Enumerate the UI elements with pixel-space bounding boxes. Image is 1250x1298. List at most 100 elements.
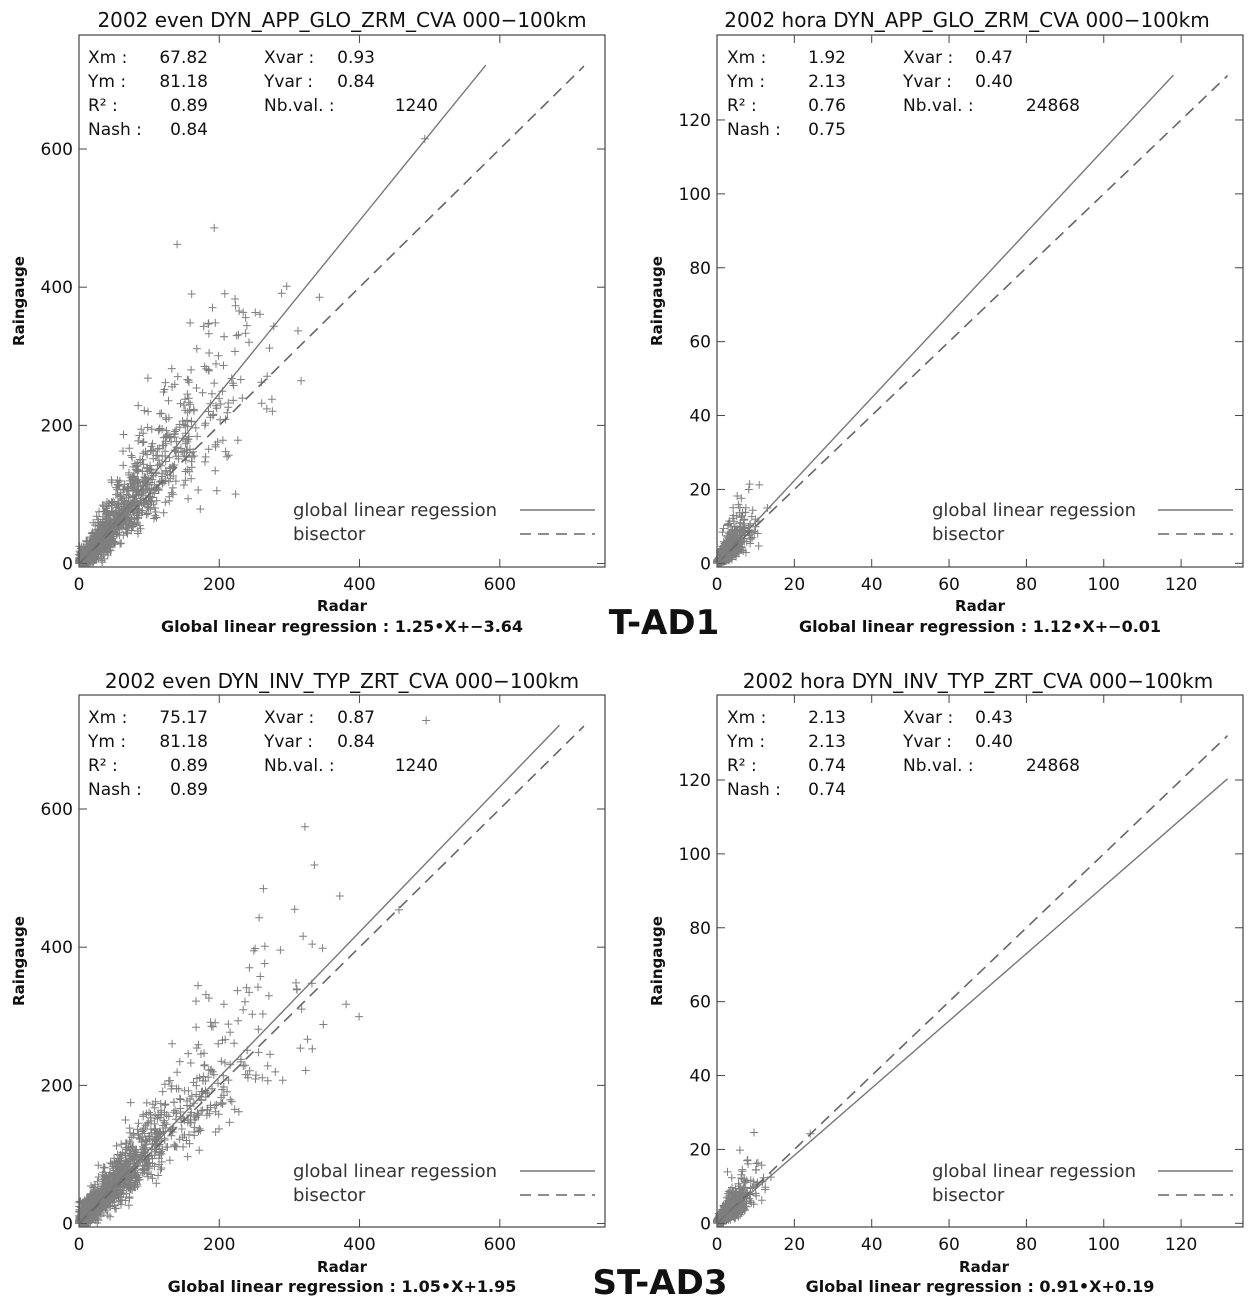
stat-xvar-value: 0.47 (975, 48, 1013, 68)
chart-title: 2002 hora DYN_INV_TYP_ZRT_CVA 000−100km (743, 669, 1213, 693)
x-tick-label: 120 (1165, 1235, 1197, 1255)
y-axis-label: Raingauge (10, 256, 28, 346)
axis-ticks: 0 20 40 60 80 100 120 0 20 40 60 80 100 120 (679, 695, 1243, 1255)
y-tick-label: 40 (689, 1067, 711, 1087)
panel-bottom-right: 2002 hora DYN_INV_TYP_ZRT_CVA 000−100km … (648, 669, 1244, 1296)
y-tick-label: 200 (41, 416, 73, 436)
bisector-line (78, 725, 585, 1225)
stat-yvar-value: 0.40 (975, 72, 1013, 92)
stat-r2-label: R² : (727, 96, 757, 116)
y-tick-label: 0 (62, 1215, 73, 1235)
legend-regression-label: global linear regession (932, 500, 1136, 521)
regression-line (78, 724, 560, 1223)
stat-ym-label: Ym : (726, 72, 765, 92)
stats-box: Xm : 1.92 Ym : 2.13 R² : 0.76 Nash : 0.7… (726, 48, 1080, 140)
x-tick-label: 60 (938, 1235, 960, 1255)
x-tick-label: 80 (1016, 575, 1038, 595)
y-tick-label: 200 (41, 1076, 73, 1096)
scatter-points (713, 480, 772, 568)
stat-nbval-label: Nb.val. : (264, 756, 335, 776)
axis-ticks: 0 20 40 60 80 100 120 0 20 40 60 80 100 120 (679, 35, 1243, 595)
y-axis-label: Raingauge (10, 916, 28, 1006)
regression-line (716, 778, 1228, 1224)
stat-nbval-value: 24868 (1026, 96, 1080, 116)
y-tick-label: 600 (41, 140, 73, 160)
stat-yvar-label: Yvar : (902, 732, 952, 752)
y-tick-label: 60 (689, 993, 711, 1013)
stat-xm-label: Xm : (727, 708, 766, 728)
plot-frame (78, 694, 606, 1228)
x-tick-label: 40 (861, 1235, 883, 1255)
stat-ym-label: Ym : (87, 72, 126, 92)
chart-title: 2002 hora DYN_APP_GLO_ZRM_CVA 000−100km (724, 8, 1209, 32)
stat-nash-value: 0.74 (808, 780, 846, 800)
y-tick-label: 0 (700, 1214, 711, 1234)
y-tick-label: 400 (41, 938, 73, 958)
axis-ticks: 0 200 400 600 0 200 400 600 (41, 695, 605, 1255)
y-tick-label: 60 (689, 333, 711, 353)
method-label-top: T-AD1 (609, 603, 720, 643)
stat-nash-value: 0.84 (170, 120, 208, 140)
legend: global linear regession bisector (932, 1161, 1233, 1206)
bisector-line (716, 75, 1229, 564)
legend: global linear regession bisector (932, 500, 1233, 545)
stat-nash-value: 0.89 (170, 780, 208, 800)
stat-yvar-label: Yvar : (902, 72, 952, 92)
plot-frame (716, 34, 1244, 568)
stat-xvar-value: 0.43 (975, 708, 1013, 728)
y-tick-label: 600 (41, 800, 73, 820)
stat-nbval-value: 1240 (395, 96, 438, 116)
x-tick-label: 400 (343, 575, 375, 595)
legend-bisector-label: bisector (932, 1185, 1005, 1206)
stat-nbval-label: Nb.val. : (903, 96, 974, 116)
x-tick-label: 200 (203, 575, 235, 595)
y-axis-label: Raingauge (648, 256, 666, 346)
stat-ym-value: 2.13 (808, 72, 846, 92)
stat-xm-label: Xm : (88, 708, 127, 728)
stat-nbval-label: Nb.val. : (903, 756, 974, 776)
legend-bisector-label: bisector (293, 524, 366, 545)
stat-xvar-label: Xvar : (903, 48, 953, 68)
method-label-bottom: ST-AD3 (593, 1263, 728, 1298)
x-tick-label: 0 (712, 575, 723, 595)
y-tick-label: 80 (689, 259, 711, 279)
y-tick-label: 80 (689, 919, 711, 939)
y-tick-label: 20 (689, 1140, 711, 1160)
x-tick-label: 0 (74, 575, 85, 595)
bisector-line (78, 65, 585, 565)
stat-yvar-label: Yvar : (263, 72, 313, 92)
y-tick-label: 400 (41, 278, 73, 298)
axis-ticks: 0 200 400 600 0 200 400 600 (41, 35, 605, 595)
y-tick-label: 0 (700, 554, 711, 574)
y-tick-label: 120 (679, 111, 711, 131)
stat-yvar-value: 0.40 (975, 732, 1013, 752)
stats-box: Xm : 75.17 Ym : 81.18 R² : 0.89 Nash : 0… (87, 708, 438, 800)
stats-box: Xm : 67.82 Ym : 81.18 R² : 0.89 Nash : 0… (87, 48, 438, 140)
stat-r2-value: 0.74 (808, 756, 846, 776)
y-tick-label: 40 (689, 407, 711, 427)
x-axis-label: Radar (955, 597, 1006, 615)
stat-r2-value: 0.76 (808, 96, 846, 116)
y-tick-label: 120 (679, 771, 711, 791)
stat-ym-value: 81.18 (159, 72, 208, 92)
bisector-line (716, 735, 1229, 1224)
regression-line (716, 74, 1174, 564)
stat-nash-label: Nash : (727, 120, 781, 140)
legend-bisector-label: bisector (293, 1185, 366, 1206)
x-tick-label: 20 (784, 1235, 806, 1255)
y-axis-label: Raingauge (648, 916, 666, 1006)
legend-regression-label: global linear regession (932, 1161, 1136, 1182)
legend: global linear regession bisector (293, 500, 595, 545)
stat-xm-value: 1.92 (808, 48, 846, 68)
y-tick-label: 0 (62, 555, 73, 575)
legend-bisector-label: bisector (932, 524, 1005, 545)
stat-r2-value: 0.89 (170, 96, 208, 116)
x-tick-label: 600 (484, 1235, 516, 1255)
plot-frame (716, 694, 1244, 1228)
regression-equation: Global linear regression : 1.25•X+−3.64 (161, 617, 523, 636)
x-tick-label: 100 (1088, 1235, 1120, 1255)
scatter-point-markers (713, 480, 772, 568)
stat-xm-label: Xm : (727, 48, 766, 68)
regression-line (80, 64, 487, 564)
stat-ym-value: 2.13 (808, 732, 846, 752)
